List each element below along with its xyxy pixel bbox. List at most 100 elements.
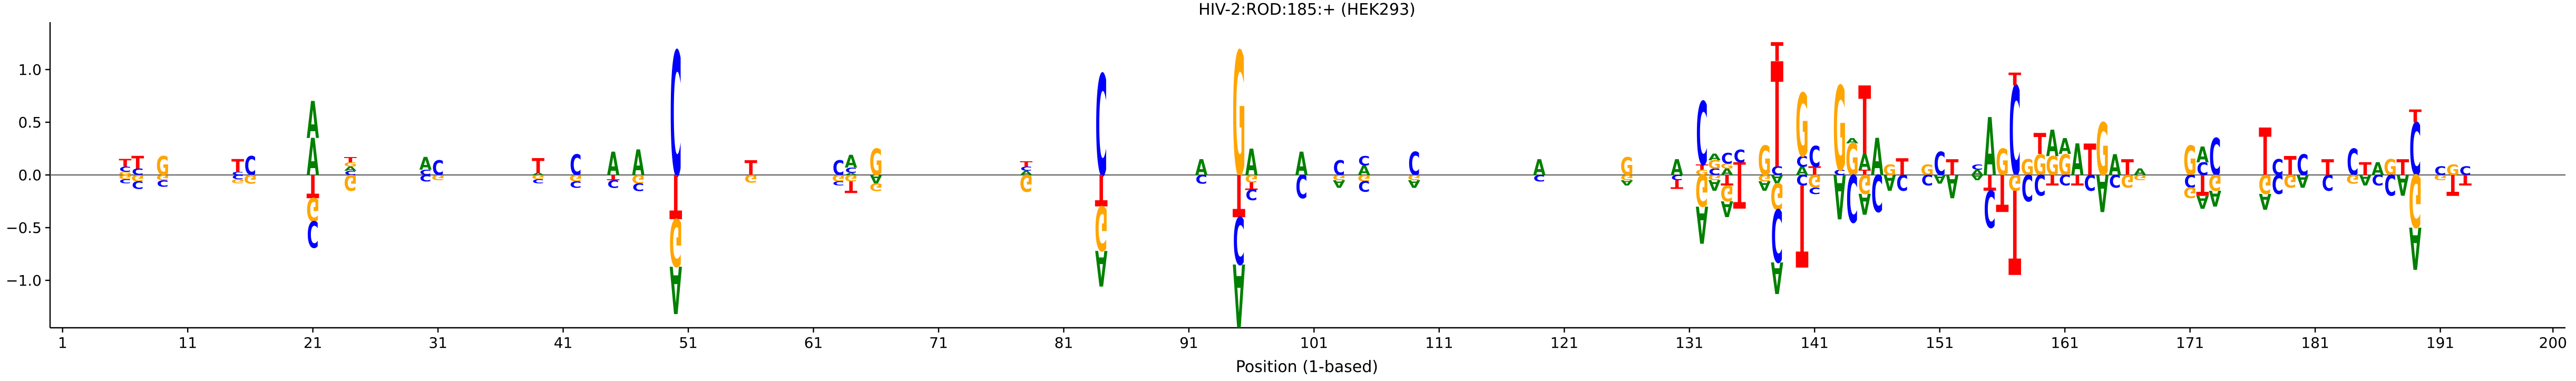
logo-letter-g: G xyxy=(1883,161,1896,178)
logo-letter-a: A xyxy=(2058,133,2071,159)
logo-letter-a: A xyxy=(2071,134,2084,185)
logo-letter-g: G xyxy=(119,173,132,180)
x-tick-label: 81 xyxy=(1055,334,1074,351)
x-tick-label: 121 xyxy=(1550,334,1578,351)
logo-letter-a: A xyxy=(1884,170,1896,196)
logo-letter-t: T xyxy=(2071,171,2084,188)
logo-letter-g: G xyxy=(2121,171,2134,190)
logo-letter-t: T xyxy=(1721,171,1734,188)
y-tick-label: 0.5 xyxy=(18,114,42,131)
logo-letter-t: T xyxy=(131,153,144,173)
logo-letter-t: T xyxy=(607,173,620,181)
logo-letter-t: T xyxy=(1733,159,1746,180)
logo-letter-g: G xyxy=(870,142,883,184)
logo-letter-c: C xyxy=(1771,192,1783,276)
chart-title: HIV-2:ROD:185:+ (HEK293) xyxy=(1198,1,1416,19)
logo-letter-g: G xyxy=(1245,172,1258,184)
logo-letter-a: A xyxy=(845,172,857,175)
logo-letter-c: C xyxy=(2009,62,2021,204)
logo-letter-g: G xyxy=(1708,173,1721,182)
logo-letter-t: T xyxy=(1095,165,1108,216)
logo-letter-c: C xyxy=(2434,164,2446,178)
logo-letter-g: G xyxy=(1621,173,1634,182)
logo-letter-a: A xyxy=(1709,152,1721,163)
logo-letter-t: T xyxy=(2459,171,2472,188)
logo-letter-g: G xyxy=(832,173,845,183)
logo-letter-c: C xyxy=(2034,168,2046,201)
logo-letter-a: A xyxy=(1020,170,1032,176)
x-tick-label: 21 xyxy=(304,334,323,351)
logo-letter-c: C xyxy=(2184,171,2196,190)
logo-letter-t: T xyxy=(2196,168,2209,202)
logo-letter-c: C xyxy=(307,212,319,254)
logo-letter-c: C xyxy=(345,170,356,176)
logo-letter-c: C xyxy=(2272,154,2284,180)
logo-letter-g: G xyxy=(744,172,757,184)
logo-letter-t: T xyxy=(1808,164,1821,178)
logo-letter-a: A xyxy=(1721,196,1733,222)
x-tick-label: 200 xyxy=(2539,334,2567,351)
logo-letter-c: C xyxy=(1721,150,1733,167)
logo-letter-c: C xyxy=(845,166,857,174)
logo-letter-c: C xyxy=(1734,147,1745,167)
logo-letter-a: A xyxy=(2046,123,2058,165)
logo-letter-g: G xyxy=(1332,173,1345,182)
logo-letter-t: T xyxy=(2259,115,2271,191)
logo-letter-a: A xyxy=(1796,164,1809,178)
logo-letter-t: T xyxy=(1771,37,1783,68)
logo-letter-g: G xyxy=(156,151,169,181)
logo-letter-c: C xyxy=(1871,163,1883,222)
logo-letter-c: C xyxy=(1809,141,1820,174)
logo-letter-t: T xyxy=(1020,160,1033,169)
logo-letter-a: A xyxy=(2372,160,2384,179)
logo-letter-c: C xyxy=(2372,171,2384,188)
logo-letter-g: G xyxy=(119,171,132,177)
x-tick-label: 141 xyxy=(1800,334,1828,351)
logo-letter-a: A xyxy=(2359,171,2372,188)
logo-letter-c: C xyxy=(570,149,581,182)
logo-letter-c: C xyxy=(1796,153,1808,170)
logo-letter-c: C xyxy=(1846,159,1858,235)
logo-letter-a: A xyxy=(1871,128,1883,187)
logo-letter-a: A xyxy=(1245,142,1257,184)
logo-letter-t: T xyxy=(745,157,757,180)
logo-letter-g: G xyxy=(432,173,445,182)
logo-letter-g: G xyxy=(2446,161,2460,178)
x-tick-label: 71 xyxy=(929,334,948,351)
logo-letter-a: A xyxy=(532,172,544,175)
logo-letter-c: C xyxy=(2197,160,2208,179)
logo-letter-a: A xyxy=(2409,214,2421,281)
x-tick-label: 161 xyxy=(2051,334,2079,351)
logo-letter-g: G xyxy=(2058,149,2072,182)
x-tick-label: 1 xyxy=(58,334,67,351)
logo-letter-t: T xyxy=(2409,106,2422,127)
logo-letter-a: A xyxy=(1358,163,1371,178)
x-tick-label: 61 xyxy=(804,334,823,351)
x-tick-label: 91 xyxy=(1179,334,1198,351)
logo-letter-a: A xyxy=(1833,161,1846,231)
logo-letter-t: T xyxy=(2321,155,2334,180)
logo-letter-a: A xyxy=(1771,252,1783,303)
logo-letter-g: G xyxy=(2409,158,2422,241)
logo-letter-a: A xyxy=(1671,154,1683,180)
logo-letter-g: G xyxy=(1708,158,1721,172)
logo-letter-a: A xyxy=(2209,185,2221,211)
y-tick-label: 0.0 xyxy=(18,167,42,184)
logo-letter-a: A xyxy=(670,251,682,326)
logo-letter-g: G xyxy=(2259,169,2272,199)
logo-letter-g: G xyxy=(2033,149,2046,182)
logo-letter-t: T xyxy=(1233,161,1245,228)
logo-letter-a: A xyxy=(1971,168,1984,177)
logo-letter-t: T xyxy=(1896,154,1908,181)
x-tick-label: 41 xyxy=(554,334,573,351)
logo-letter-g: G xyxy=(1721,162,1734,170)
logo-letter-g: G xyxy=(1858,169,1871,199)
logo-letter-g: G xyxy=(1758,138,1771,184)
logo-letter-a: A xyxy=(1408,178,1421,190)
logo-letter-c: C xyxy=(607,178,619,190)
logo-letter-a: A xyxy=(307,91,319,150)
logo-letter-c: C xyxy=(119,178,131,184)
logo-letter-g: G xyxy=(156,173,169,182)
